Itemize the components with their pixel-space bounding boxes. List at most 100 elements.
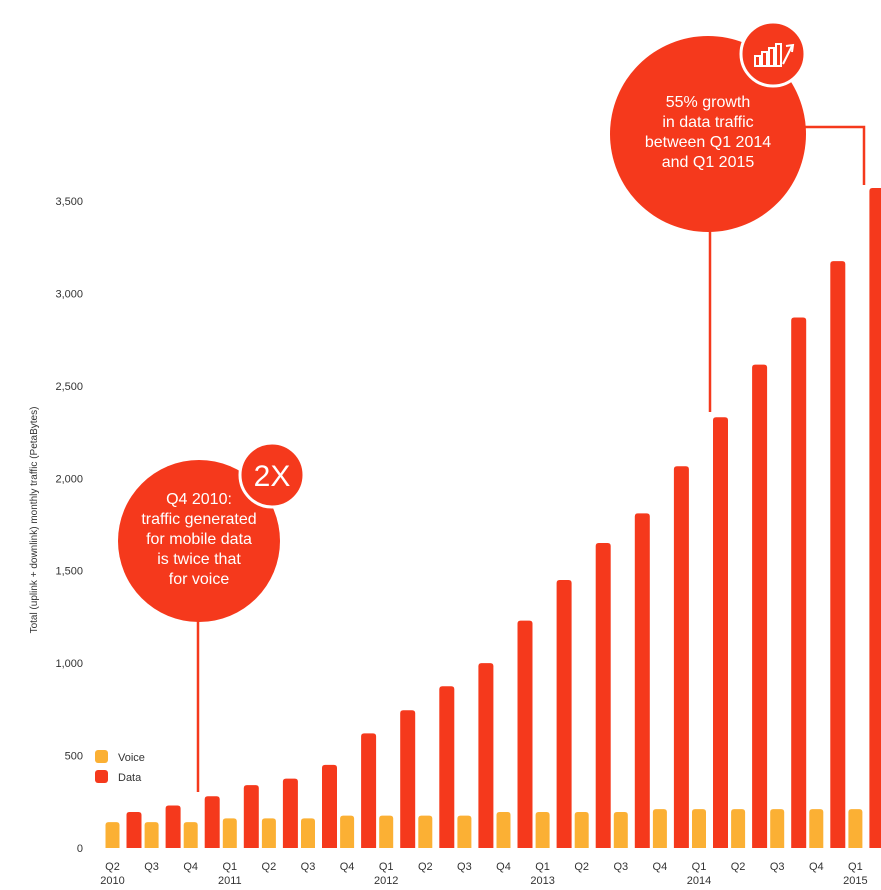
bar-voice bbox=[457, 815, 472, 848]
x-tick-year: 2011 bbox=[218, 875, 242, 887]
bar-data bbox=[673, 466, 689, 848]
callout-2x-line-1: Q4 2010: bbox=[166, 491, 232, 508]
y-tick-label: 2,000 bbox=[55, 473, 83, 485]
x-tick-year: 2013 bbox=[530, 875, 554, 887]
bar-data bbox=[165, 805, 181, 848]
bar-data bbox=[634, 513, 650, 848]
y-tick-label: 2,500 bbox=[55, 381, 83, 393]
x-tick-year: 2015 bbox=[843, 875, 867, 887]
callout-2x-badge bbox=[238, 441, 306, 509]
bar-voice bbox=[809, 809, 824, 848]
bar-data bbox=[243, 785, 259, 848]
bar-data bbox=[204, 796, 220, 848]
x-tick-quarter: Q2 bbox=[418, 861, 433, 873]
bar-data bbox=[361, 733, 377, 848]
callout-2x-line-5: for voice bbox=[169, 571, 230, 588]
x-tick-quarter: Q1 bbox=[848, 861, 863, 873]
callout-2x-line-2: traffic generated bbox=[141, 511, 256, 528]
y-tick-label: 3,500 bbox=[55, 196, 83, 208]
bar-voice bbox=[652, 809, 667, 848]
callout-growth-bubble bbox=[610, 36, 806, 232]
bar-data bbox=[556, 579, 572, 848]
x-tick-quarter: Q3 bbox=[457, 861, 472, 873]
bar-data bbox=[322, 764, 337, 848]
bar-voice bbox=[379, 815, 394, 848]
x-tick-quarter: Q4 bbox=[183, 861, 198, 873]
x-tick-quarter: Q4 bbox=[496, 861, 511, 873]
bar-data bbox=[713, 417, 728, 848]
bar-voice bbox=[535, 811, 550, 848]
x-tick-quarter: Q2 bbox=[731, 861, 746, 873]
bar-data bbox=[869, 188, 881, 848]
x-tick-quarter: Q1 bbox=[379, 861, 394, 873]
x-tick-quarter: Q3 bbox=[301, 861, 316, 873]
x-tick-quarter: Q2 bbox=[105, 861, 120, 873]
y-axis-ticks: 0 500 1,000 1,500 2,000 2,500 3,000 3,500 bbox=[55, 196, 83, 855]
x-tick-year: 2014 bbox=[687, 875, 711, 887]
bar-voice bbox=[222, 818, 237, 848]
y-tick-label: 0 bbox=[77, 843, 83, 855]
bar-voice bbox=[731, 809, 746, 848]
callout-growth-line-1: 55% growth bbox=[666, 94, 751, 111]
bar-voice bbox=[496, 811, 511, 848]
x-tick-quarter: Q3 bbox=[613, 861, 628, 873]
bar-data bbox=[595, 542, 611, 848]
callout-2x: 2X Q4 2010: traffic generated for mobile… bbox=[118, 441, 306, 792]
x-tick-year: 2012 bbox=[374, 875, 398, 887]
y-tick-label: 3,000 bbox=[55, 288, 83, 300]
bar-data bbox=[282, 778, 298, 848]
bar-voice bbox=[183, 822, 198, 848]
bar-voice bbox=[301, 818, 315, 848]
x-axis-ticks: Q2 2010 Q3 Q4 Q1 2011 Q2 Q3 Q4 Q1 2012 Q2 Q3 Q4 Q1 2013… bbox=[100, 861, 867, 887]
callout-growth: 55% growth in data traffic between Q1 20… bbox=[610, 20, 866, 412]
x-tick-year: 2010 bbox=[100, 875, 124, 887]
x-tick-quarter: Q2 bbox=[574, 861, 589, 873]
legend-swatch-data bbox=[95, 770, 108, 783]
bar-data bbox=[517, 620, 533, 848]
bar-data bbox=[830, 261, 846, 848]
callout-growth-line-4: and Q1 2015 bbox=[662, 154, 755, 171]
x-tick-quarter: Q1 bbox=[692, 861, 707, 873]
bar-voice bbox=[144, 822, 159, 848]
bars bbox=[105, 188, 881, 849]
callout-growth-line-2: in data traffic bbox=[662, 114, 753, 131]
bar-growth-icon bbox=[754, 43, 795, 67]
bar-voice bbox=[340, 815, 355, 848]
bar-voice bbox=[692, 809, 706, 848]
bar-voice bbox=[418, 815, 433, 848]
bar-voice bbox=[848, 809, 863, 848]
bar-voice bbox=[574, 811, 589, 848]
callout-2x-bubble bbox=[118, 460, 280, 622]
bar-data bbox=[400, 710, 416, 848]
bar-data bbox=[439, 686, 455, 848]
x-tick-quarter: Q4 bbox=[809, 861, 824, 873]
y-tick-label: 1,500 bbox=[55, 566, 83, 578]
y-tick-label: 1,000 bbox=[55, 658, 83, 670]
y-axis-label: Total (uplink + downlink) monthly traffi… bbox=[29, 407, 40, 634]
bar-data bbox=[791, 317, 807, 849]
x-tick-quarter: Q1 bbox=[535, 861, 550, 873]
legend: Voice Data bbox=[95, 750, 145, 784]
legend-label-voice: Voice bbox=[118, 752, 145, 764]
bar-voice bbox=[613, 811, 628, 848]
callout-2x-line-4: is twice that bbox=[157, 551, 241, 568]
bar-voice bbox=[770, 809, 785, 848]
callout-2x-line-3: for mobile data bbox=[146, 531, 252, 548]
bar-voice bbox=[261, 818, 276, 848]
legend-label-data: Data bbox=[118, 772, 142, 784]
bar-voice bbox=[105, 822, 120, 848]
bar-data bbox=[752, 364, 768, 848]
x-tick-quarter: Q3 bbox=[144, 861, 159, 873]
x-tick-quarter: Q2 bbox=[262, 861, 277, 873]
x-tick-quarter: Q4 bbox=[340, 861, 355, 873]
callout-growth-line-3: between Q1 2014 bbox=[645, 134, 771, 151]
callout-2x-badge-text: 2X bbox=[254, 460, 291, 493]
x-tick-quarter: Q4 bbox=[653, 861, 668, 873]
y-tick-label: 500 bbox=[65, 751, 83, 763]
legend-swatch-voice bbox=[95, 750, 108, 763]
bar-data bbox=[478, 663, 494, 848]
bar-data bbox=[126, 811, 142, 848]
x-tick-quarter: Q3 bbox=[770, 861, 785, 873]
x-tick-quarter: Q1 bbox=[222, 861, 237, 873]
